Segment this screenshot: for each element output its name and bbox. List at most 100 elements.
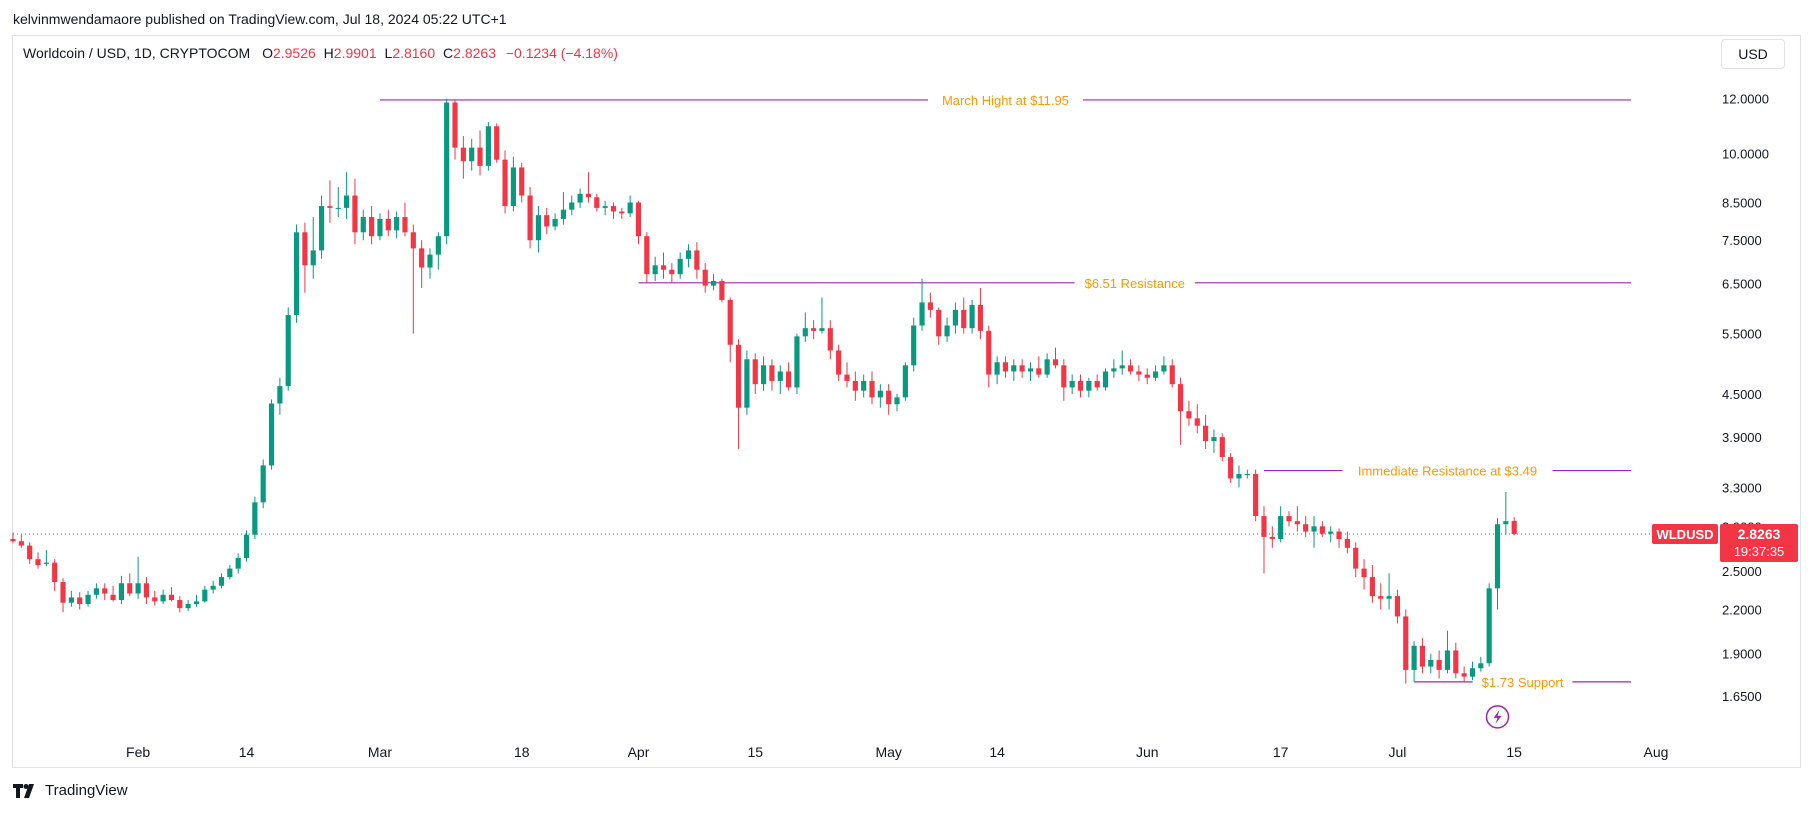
candle-body	[1211, 437, 1217, 441]
candle-body	[1111, 368, 1117, 372]
candle-body	[1461, 673, 1467, 677]
candle-body	[986, 330, 992, 375]
candle-body	[477, 147, 483, 166]
candle-body	[168, 594, 175, 601]
candle-body	[902, 365, 908, 398]
candle-body	[610, 206, 617, 212]
candle-body	[1194, 418, 1200, 426]
x-tick-label: May	[875, 744, 901, 760]
y-tick-label: 3.3000	[1722, 480, 1762, 495]
candle-body	[1278, 516, 1284, 540]
legend-low-label: L	[384, 45, 393, 61]
candle-body	[527, 195, 533, 241]
candle-body	[127, 583, 133, 594]
currency-button[interactable]: USD	[1721, 39, 1785, 69]
x-tick-label: 14	[989, 744, 1005, 760]
candle-body	[1169, 365, 1175, 385]
candle-body	[435, 236, 441, 255]
candle-body	[318, 206, 325, 251]
candle-body	[1203, 425, 1209, 441]
candle-body	[502, 159, 508, 207]
y-tick-label: 3.9000	[1722, 430, 1762, 445]
candle-body	[1052, 359, 1059, 366]
candle-body	[1444, 650, 1451, 670]
y-tick-label: 7.5000	[1722, 233, 1762, 248]
candle-body	[1102, 371, 1109, 388]
candle-body	[1311, 526, 1317, 532]
candle-body	[1328, 531, 1334, 534]
tradingview-logo-icon	[13, 783, 34, 798]
candle-body	[710, 280, 717, 286]
candle-body	[602, 206, 608, 208]
candle-body	[1044, 359, 1050, 375]
candle-body	[719, 280, 725, 300]
candle-body	[1344, 539, 1350, 548]
candle-body	[627, 202, 633, 214]
chart-frame	[12, 35, 1801, 768]
candle-body	[177, 600, 183, 609]
candle-body	[293, 232, 300, 316]
candle-body	[185, 604, 191, 609]
candle-body	[469, 147, 475, 162]
x-tick-label: Feb	[126, 744, 150, 760]
candle-body	[60, 582, 66, 603]
candle-body	[1436, 660, 1442, 670]
candle-body	[410, 232, 416, 249]
candle-body	[152, 597, 158, 602]
candle-body	[1253, 474, 1259, 517]
tradingview-logo[interactable]: TradingView	[13, 782, 128, 799]
publisher-line: kelvinmwendamaore published on TradingVi…	[13, 11, 507, 27]
candle-body	[694, 250, 700, 270]
candle-body	[652, 265, 658, 275]
candle-body	[952, 309, 958, 326]
candle-body	[927, 302, 933, 310]
y-tick-label: 8.5000	[1722, 196, 1762, 211]
candle-body	[10, 539, 16, 542]
candle-body	[919, 302, 925, 326]
candle-body	[485, 126, 491, 166]
candle-body	[18, 541, 24, 546]
candle-body	[452, 102, 458, 148]
candle-body	[677, 258, 683, 275]
candle-body	[852, 380, 858, 391]
candle-body	[961, 309, 967, 329]
candle-body	[1511, 520, 1517, 535]
price-badge-value: 2.8263	[1738, 526, 1781, 542]
candle-body	[519, 167, 525, 196]
price-badge-countdown: 19:37:35	[1734, 544, 1785, 559]
candle-body	[43, 562, 49, 564]
level-label: $6.51 Resistance	[1084, 276, 1184, 291]
x-tick-label: Jun	[1136, 744, 1159, 760]
candle-body	[1394, 596, 1401, 617]
candle-body	[735, 344, 742, 408]
candle-body	[210, 585, 216, 590]
candle-body	[685, 250, 692, 259]
candle-body	[761, 365, 767, 385]
y-tick-label: 1.6500	[1722, 689, 1762, 704]
x-tick-label: 15	[747, 744, 763, 760]
candle-body	[585, 193, 592, 198]
candle-body	[811, 328, 817, 331]
candle-body	[660, 265, 667, 270]
legend-high-value: 2.9901	[333, 45, 377, 61]
candle-body	[936, 309, 942, 337]
legend-symbol: Worldcoin / USD, 1D, CRYPTOCOM	[23, 45, 251, 61]
candle-body	[102, 588, 108, 594]
candle-body	[510, 167, 516, 207]
candle-body	[569, 202, 575, 210]
candle-body	[93, 588, 99, 595]
candle-body	[769, 365, 775, 381]
candle-body	[827, 328, 833, 351]
candle-body	[52, 562, 58, 583]
candle-body	[544, 215, 550, 227]
candle-body	[1094, 380, 1100, 388]
candle-body	[644, 236, 650, 275]
candle-body	[1336, 531, 1342, 540]
candle-body	[35, 559, 41, 566]
candle-body	[994, 362, 1000, 375]
candle-body	[1244, 474, 1250, 476]
candle-body	[1161, 365, 1167, 372]
candle-body	[861, 380, 867, 391]
candle-body	[1144, 374, 1150, 378]
